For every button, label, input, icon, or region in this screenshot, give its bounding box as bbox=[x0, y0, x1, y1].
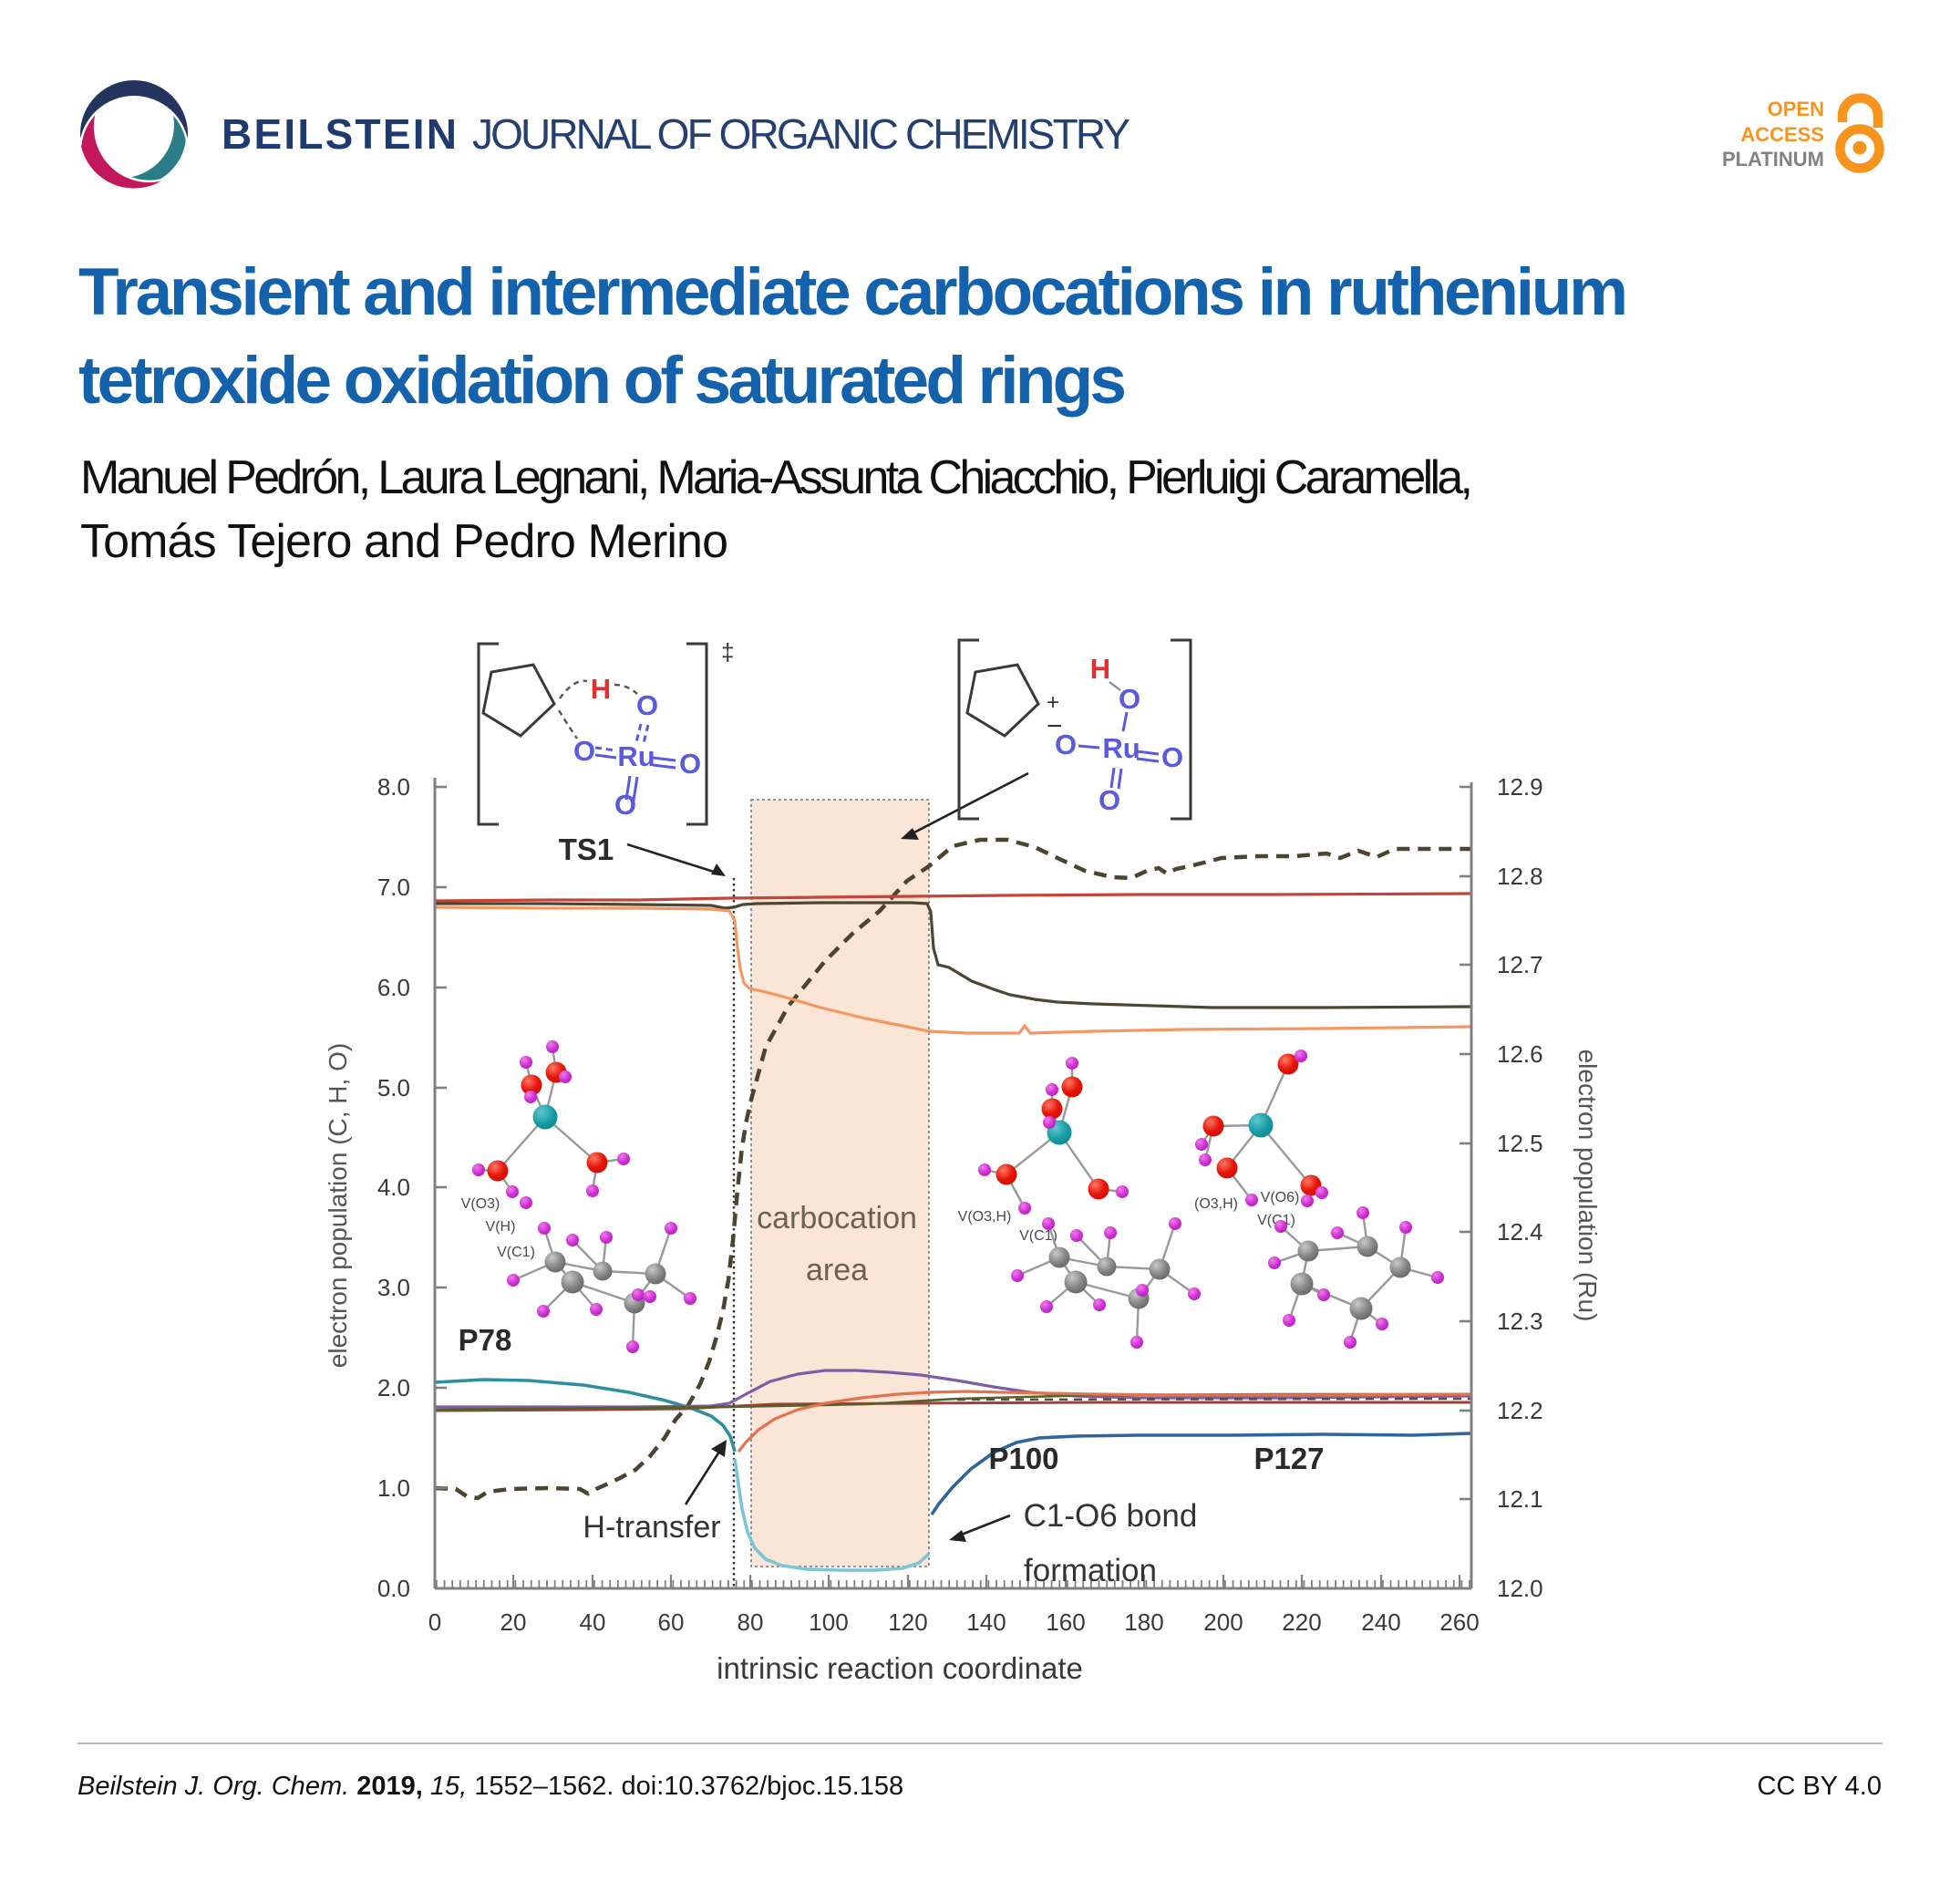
svg-text:O: O bbox=[679, 748, 701, 780]
svg-text:180: 180 bbox=[1124, 1608, 1163, 1636]
svg-text:240: 240 bbox=[1361, 1608, 1400, 1636]
svg-text:260: 260 bbox=[1439, 1608, 1479, 1636]
svg-text:O: O bbox=[636, 689, 658, 721]
svg-text:12.4: 12.4 bbox=[1497, 1218, 1543, 1246]
svg-text:12.8: 12.8 bbox=[1497, 863, 1543, 890]
svg-text:12.0: 12.0 bbox=[1497, 1575, 1543, 1602]
svg-text:Ru: Ru bbox=[617, 740, 655, 772]
svg-text:O: O bbox=[1161, 741, 1183, 773]
svg-text:H-transfer: H-transfer bbox=[583, 1510, 720, 1545]
svg-text:O: O bbox=[1119, 683, 1140, 715]
svg-text:220: 220 bbox=[1282, 1608, 1321, 1636]
svg-text:−: − bbox=[1047, 711, 1063, 741]
svg-text:160: 160 bbox=[1046, 1608, 1085, 1636]
svg-text:12.7: 12.7 bbox=[1497, 951, 1543, 978]
svg-text:electron population (Ru): electron population (Ru) bbox=[1573, 1050, 1602, 1322]
svg-text:200: 200 bbox=[1203, 1608, 1243, 1636]
svg-text:Transient and intermediate car: Transient and intermediate carbocations … bbox=[78, 255, 1628, 329]
svg-text:V(H): V(H) bbox=[486, 1219, 516, 1235]
svg-text:O: O bbox=[1099, 784, 1120, 816]
svg-text:140: 140 bbox=[966, 1608, 1006, 1636]
svg-text:40: 40 bbox=[580, 1608, 606, 1636]
svg-text:O: O bbox=[573, 735, 595, 767]
svg-text:12.1: 12.1 bbox=[1497, 1485, 1543, 1513]
svg-text:tetroxide oxidation of saturat: tetroxide oxidation of saturated rings bbox=[78, 344, 1127, 418]
svg-text:electron population (C, H, O): electron population (C, H, O) bbox=[324, 1043, 352, 1368]
svg-text:V(C1): V(C1) bbox=[497, 1245, 535, 1260]
svg-text:120: 120 bbox=[888, 1608, 927, 1636]
svg-text:Ru: Ru bbox=[1102, 732, 1140, 764]
svg-text:area: area bbox=[806, 1253, 868, 1287]
svg-text:100: 100 bbox=[809, 1608, 848, 1636]
svg-text:BEILSTEIN: BEILSTEIN bbox=[222, 110, 457, 158]
svg-text:carbocation: carbocation bbox=[757, 1201, 917, 1236]
svg-text:H: H bbox=[1090, 653, 1110, 685]
svg-text:Manuel Pedrón, Laura Legnani,: Manuel Pedrón, Laura Legnani, Maria-Assu… bbox=[80, 451, 1473, 504]
svg-text:20: 20 bbox=[500, 1608, 527, 1636]
svg-text:12.2: 12.2 bbox=[1497, 1397, 1543, 1424]
svg-text:O: O bbox=[1055, 729, 1077, 760]
svg-text:C1-O6 bond: C1-O6 bond bbox=[1024, 1498, 1198, 1534]
svg-text:P127: P127 bbox=[1253, 1442, 1324, 1475]
svg-text:12.6: 12.6 bbox=[1497, 1040, 1543, 1068]
svg-text:(O3,H): (O3,H) bbox=[1194, 1196, 1238, 1212]
svg-text:Beilstein J. Org. Chem. 2019,: Beilstein J. Org. Chem. 2019, 15, 1552–1… bbox=[77, 1772, 903, 1801]
svg-text:+: + bbox=[1047, 690, 1059, 715]
svg-text:0.0: 0.0 bbox=[377, 1575, 410, 1602]
svg-text:formation: formation bbox=[1024, 1553, 1157, 1588]
svg-text:V(O3): V(O3) bbox=[461, 1196, 500, 1212]
svg-text:1.0: 1.0 bbox=[377, 1474, 410, 1502]
svg-text:5.0: 5.0 bbox=[377, 1074, 410, 1101]
svg-text:60: 60 bbox=[658, 1608, 685, 1636]
svg-text:V(O6): V(O6) bbox=[1261, 1190, 1300, 1205]
svg-text:P78: P78 bbox=[459, 1323, 512, 1357]
svg-text:CC BY 4.0: CC BY 4.0 bbox=[1758, 1772, 1882, 1801]
svg-text:8.0: 8.0 bbox=[377, 773, 410, 801]
svg-text:‡: ‡ bbox=[721, 638, 734, 666]
svg-text:O: O bbox=[614, 789, 636, 821]
svg-text:H: H bbox=[591, 673, 611, 705]
svg-text:12.5: 12.5 bbox=[1497, 1130, 1543, 1157]
svg-text:V(O3,H): V(O3,H) bbox=[958, 1209, 1012, 1225]
svg-text:7.0: 7.0 bbox=[377, 874, 410, 901]
svg-text:TS1: TS1 bbox=[559, 832, 614, 866]
svg-text:2.0: 2.0 bbox=[377, 1374, 410, 1401]
svg-text:12.9: 12.9 bbox=[1497, 773, 1543, 801]
svg-text:OPEN: OPEN bbox=[1768, 98, 1824, 120]
svg-text:0: 0 bbox=[428, 1608, 441, 1636]
svg-text:V(C1): V(C1) bbox=[1019, 1228, 1057, 1244]
svg-text:P100: P100 bbox=[988, 1442, 1058, 1475]
svg-text:80: 80 bbox=[738, 1608, 764, 1636]
svg-text:PLATINUM: PLATINUM bbox=[1722, 148, 1824, 171]
svg-text:4.0: 4.0 bbox=[377, 1174, 410, 1201]
svg-text:Tomás Tejero and Pedro Merino: Tomás Tejero and Pedro Merino bbox=[80, 515, 728, 568]
svg-text:ACCESS: ACCESS bbox=[1740, 123, 1824, 146]
svg-text:3.0: 3.0 bbox=[377, 1274, 410, 1301]
svg-text:6.0: 6.0 bbox=[377, 974, 410, 1001]
svg-text:JOURNAL OF ORGANIC CHEMISTRY: JOURNAL OF ORGANIC CHEMISTRY bbox=[472, 110, 1130, 158]
svg-text:intrinsic reaction coordinate: intrinsic reaction coordinate bbox=[717, 1651, 1083, 1685]
svg-text:12.3: 12.3 bbox=[1497, 1308, 1543, 1335]
